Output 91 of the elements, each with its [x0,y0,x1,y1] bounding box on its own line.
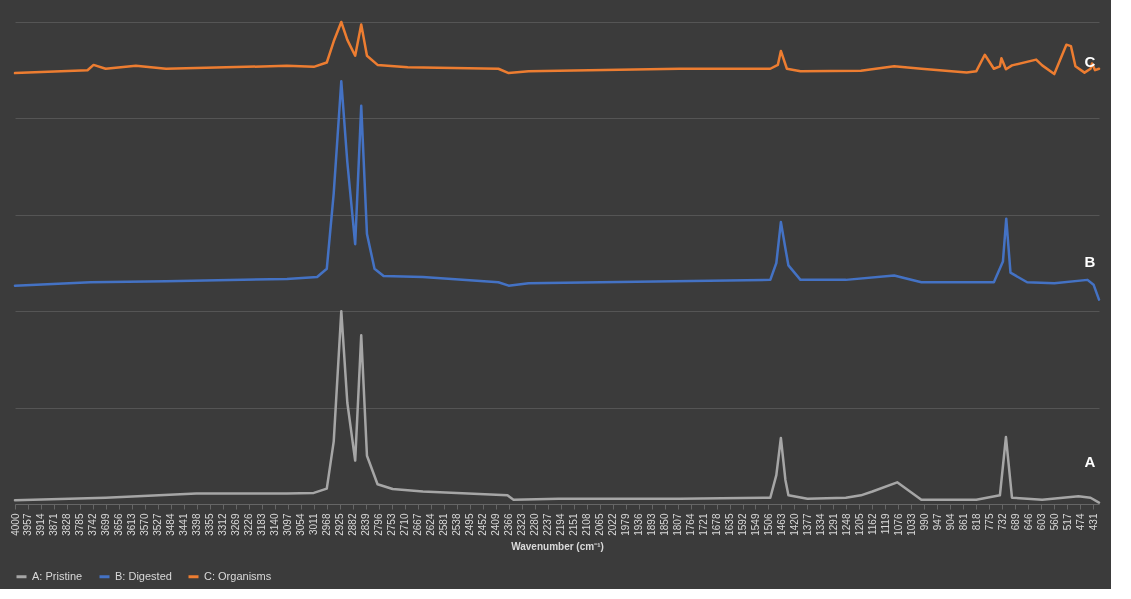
x-tick-label: 3871 [48,513,60,536]
x-tick-label: 1119 [879,513,891,535]
x-tick-label: 904 [944,513,956,531]
x-tick-label: 2839 [360,513,372,536]
x-tick-label: 861 [957,513,969,531]
x-tick-label: 3011 [308,513,320,536]
x-tick-label: 2667 [412,513,424,536]
x-tick-label: 1549 [749,513,761,536]
x-tick-label: 1291 [827,513,839,536]
x-tick-label: 3570 [139,513,151,536]
x-tick-label: 3914 [35,513,47,536]
x-tick-label: 775 [983,513,995,531]
x-tick-label: 3140 [269,513,281,536]
x-tick-label: 1807 [672,513,684,536]
x-tick-label: 3484 [165,513,177,536]
x-tick-label: 3054 [295,513,307,536]
x-tick-label: 1463 [775,513,787,536]
x-tick-label: 474 [1074,513,1086,531]
x-tick-label: 1936 [633,513,645,536]
x-tick-label: 1592 [737,513,748,536]
x-tick-label: 3312 [217,513,229,536]
x-tick-label: 603 [1035,513,1047,531]
x-tick-label: 3957 [22,513,34,536]
x-tick-label: 2452 [477,513,489,536]
x-tick-label: 2022 [607,513,619,536]
x-tick-label: 1506 [762,513,774,536]
x-tick-label: 2968 [321,513,333,536]
x-tick-label: 3097 [282,513,294,536]
x-tick-label: 1033 [905,513,917,536]
x-tick-label: 732 [996,513,1008,531]
legend-label: A: Pristine [32,569,83,582]
x-tick-label: 3398 [191,513,203,536]
legend-label: B: Digested [115,569,172,582]
x-tick-label: 2624 [425,513,437,536]
x-tick-label: 2495 [464,513,476,536]
x-tick-label: 2065 [594,513,606,536]
x-tick-label: 3441 [178,513,190,536]
x-tick-label: 2882 [347,513,359,536]
x-tick-label: 3699 [100,513,112,536]
x-tick-label: 2237 [542,513,554,536]
x-tick-label: 1635 [724,513,736,536]
x-tick-label: 4000 [9,513,21,536]
x-tick-label: 646 [1022,513,1034,531]
x-tick-label: 2796 [373,513,385,536]
annotation: B [1084,253,1096,270]
x-axis-title: Wavenumber (cm⁻¹) [511,540,604,552]
x-tick-label: 3355 [204,513,216,536]
x-tick-label: 3183 [256,513,268,536]
x-tick-label: 3742 [87,513,99,536]
legend-label: C: Organisms [204,569,272,582]
x-tick-label: 3269 [230,513,242,536]
x-tick-label: 1764 [685,513,697,536]
x-tick-label: 1377 [801,513,813,536]
x-tick-label: 1248 [840,513,852,536]
x-tick-label: 2581 [438,513,450,536]
x-tick-label: 2108 [581,513,593,536]
x-tick-label: 1979 [620,513,632,536]
x-tick-label: 1076 [892,513,904,536]
x-tick-label: 1893 [646,513,658,536]
x-tick-label: 2538 [451,513,463,536]
x-tick-label: 3785 [74,513,86,536]
x-tick-label: 2194 [555,513,567,536]
x-tick-label: 1721 [698,513,710,536]
x-tick-label: 1162 [866,513,878,536]
x-tick-label: 818 [970,513,982,531]
x-tick-label: 1678 [711,513,723,536]
x-tick-label: 1334 [814,513,826,536]
x-tick-label: 3656 [113,513,125,536]
x-tick-label: 689 [1009,513,1021,531]
x-tick-label: 990 [918,513,930,531]
x-tick-label: 2366 [503,513,515,536]
x-tick-label: 1420 [788,513,800,536]
x-tick-label: 947 [931,513,943,531]
x-tick-label: 2280 [529,513,541,536]
x-tick-label: 517 [1061,513,1073,531]
x-tick-label: 2323 [516,513,528,536]
annotation: C [1084,53,1096,70]
x-tick-label: 1850 [659,513,671,536]
x-tick-label: 1205 [853,513,865,536]
x-tick-label: 2151 [568,513,580,536]
x-tick-label: 2925 [334,513,346,536]
x-tick-label: 2409 [490,513,502,536]
x-tick-label: 560 [1048,513,1060,531]
x-tick-label: 3828 [61,513,73,536]
x-tick-label: 431 [1087,513,1099,531]
annotation: A [1084,453,1096,470]
x-tick-label: 2710 [399,513,411,536]
x-tick-label: 3613 [126,513,138,536]
x-tick-label: 2753 [386,513,398,536]
x-tick-label: 3226 [243,513,255,536]
x-tick-label: 3527 [152,513,164,536]
